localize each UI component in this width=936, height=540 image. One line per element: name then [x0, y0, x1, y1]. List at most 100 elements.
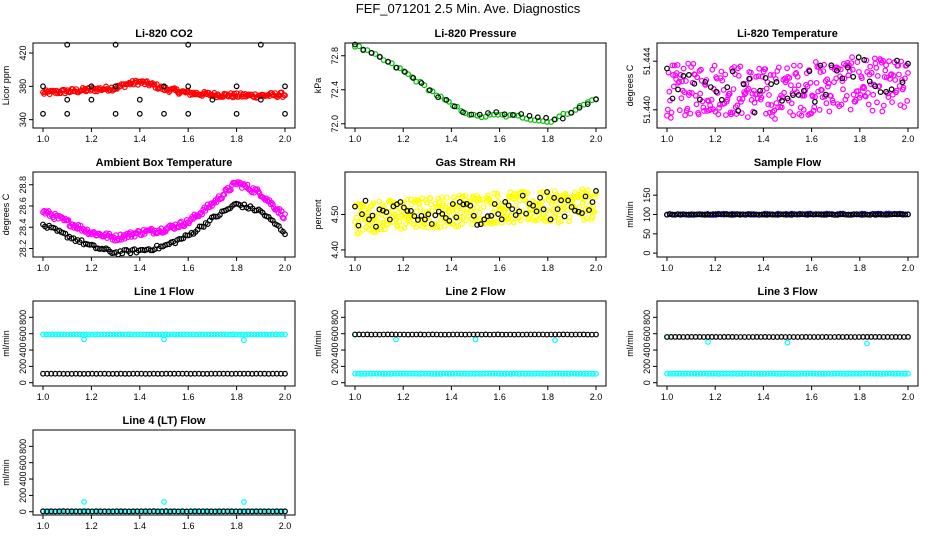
temperature-magenta-point — [719, 77, 726, 84]
rh-yellow-point — [468, 207, 475, 214]
line2-cyan-point — [440, 370, 447, 377]
temperature-magenta-point — [771, 107, 778, 114]
line3-ytick-label: 400 — [642, 343, 652, 358]
line2-cyan-point — [355, 370, 362, 377]
line2-cyan-point — [510, 370, 517, 377]
line2-cyan-point — [352, 370, 358, 377]
rh-black-point — [502, 198, 509, 205]
line1-black-point — [282, 370, 288, 377]
co2-red-point — [245, 91, 252, 98]
line3-cyan-point — [773, 370, 780, 377]
pressure-green-point — [417, 78, 424, 85]
line3-xtick-label: 1.8 — [854, 392, 867, 402]
temperature-magenta-point — [679, 78, 685, 85]
line2-ytick-label: 200 — [330, 359, 340, 374]
line3-cyan-point — [828, 370, 835, 377]
rh-black-point — [523, 210, 529, 217]
line2-cyan-point — [538, 370, 544, 377]
temperature-magenta-point — [684, 105, 691, 112]
temperature-magenta-point — [885, 94, 892, 100]
line2-cyan-point — [547, 370, 554, 377]
temperature-magenta-point — [775, 64, 782, 71]
line2-cyan-point — [495, 370, 502, 377]
rh-black-point — [568, 204, 575, 210]
co2-black-point — [257, 41, 264, 48]
pressure-points — [352, 41, 599, 125]
temperature-magenta-point — [666, 88, 673, 95]
rh-yellow-point — [404, 196, 411, 203]
temperature-magenta-point — [768, 102, 775, 108]
temperature-black-point — [850, 73, 857, 80]
sample-black-point — [696, 211, 703, 218]
line1-cyan-point — [217, 331, 224, 338]
rh-black-point — [582, 193, 589, 200]
line3-cyan-point — [856, 370, 863, 377]
temperature-magenta-point — [778, 104, 785, 111]
temperature-magenta-point — [841, 75, 848, 82]
temperature-black-point — [806, 68, 813, 75]
co2-red-point — [143, 78, 150, 85]
page-title: FEF_071201 2.5 Min. Ave. Diagnostics — [355, 1, 581, 16]
temperature-magenta-point — [882, 67, 889, 74]
rh-black-point — [484, 213, 491, 220]
line2-cyan-point — [393, 336, 399, 343]
rh-yellow-point — [522, 198, 529, 204]
line3-xtick-label: 1.2 — [709, 392, 722, 402]
line2-xtick-label: 1.2 — [397, 392, 410, 402]
line1-cyan-point — [61, 331, 68, 338]
line4-ytick-label: 400 — [18, 472, 28, 487]
temperature-black-point — [691, 80, 698, 87]
temperature-black-point — [828, 62, 835, 69]
line3-cyan-point — [712, 370, 719, 377]
line2-points — [352, 331, 599, 377]
rh-yellow-point — [556, 211, 563, 218]
temperature-magenta-point — [664, 106, 671, 113]
rh-black-point — [498, 216, 505, 223]
line1-cyan-point — [101, 331, 108, 338]
line1-cyan-point — [229, 331, 236, 338]
temperature-xtick-label: 1.0 — [661, 134, 674, 144]
line1-cyan-point — [141, 331, 148, 338]
co2-black-point — [185, 41, 192, 48]
pressure-xtick-label: 1.8 — [542, 134, 555, 144]
temperature-black-point — [894, 57, 900, 64]
co2-black-point — [233, 83, 240, 90]
pressure-ylabel: kPa — [313, 78, 323, 94]
rh-black-point — [397, 199, 404, 205]
line2-black-point — [470, 331, 477, 338]
rh-black-point — [554, 206, 561, 213]
line3-cyan-point — [740, 370, 747, 377]
temperature-magenta-point — [743, 81, 750, 87]
temperature-magenta-point — [668, 109, 675, 116]
line4-cyan-point — [82, 508, 89, 515]
rh-yellow-point — [510, 216, 517, 222]
sample-ytick-label: 50 — [642, 229, 652, 239]
rh-black-point — [477, 221, 484, 228]
rh-black-point — [579, 210, 585, 217]
line1-cyan-point — [104, 331, 111, 338]
line1-cyan-point — [223, 331, 230, 338]
rh-black-point — [460, 201, 467, 208]
rh-black-point — [495, 211, 502, 218]
pressure-plot-frame — [344, 42, 607, 129]
line4-xtick-label: 2.0 — [279, 521, 292, 531]
line2-cyan-point — [498, 370, 505, 377]
temperature-magenta-point — [756, 65, 763, 72]
line2-cyan-point — [568, 370, 575, 377]
rh-xtick-label: 2.0 — [590, 263, 603, 273]
line2-cyan-point — [529, 370, 535, 377]
sample-black-point — [861, 211, 868, 218]
temperature-magenta-point — [759, 73, 766, 80]
sample-black-point — [867, 211, 873, 218]
sample-black-point — [712, 211, 719, 218]
line2-xtick-label: 2.0 — [590, 392, 603, 402]
line4-cyan-point — [95, 508, 101, 515]
temperature-magenta-point — [694, 74, 701, 81]
rh-black-point — [509, 206, 516, 213]
line1-cyan-point — [79, 331, 86, 338]
pressure-black-point — [534, 114, 541, 121]
rh-black-point — [442, 215, 449, 221]
temperature-magenta-point — [786, 74, 793, 81]
line2-xtick-label: 1.0 — [349, 392, 362, 402]
chart-panel-line1: Line 1 Flow ml/min 1.0 1.2 1.4 1.6 1.8 2.0 0 2004… — [1, 286, 296, 402]
